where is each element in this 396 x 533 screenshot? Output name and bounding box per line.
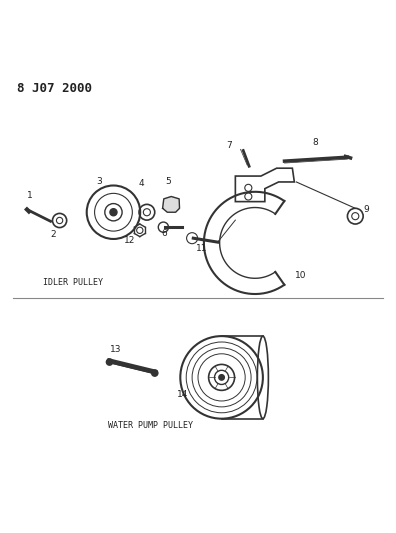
Text: 3: 3 <box>96 177 102 187</box>
Polygon shape <box>163 197 179 212</box>
Text: 1: 1 <box>27 191 32 200</box>
Text: 8 J07 2000: 8 J07 2000 <box>17 82 92 95</box>
Text: 14: 14 <box>177 390 189 399</box>
Circle shape <box>245 184 252 191</box>
Text: 13: 13 <box>110 345 121 354</box>
Circle shape <box>245 193 252 200</box>
Text: 11: 11 <box>196 244 208 253</box>
Text: 8: 8 <box>312 138 318 147</box>
Circle shape <box>107 359 113 365</box>
Circle shape <box>219 375 225 380</box>
Text: IDLER PULLEY: IDLER PULLEY <box>43 278 103 287</box>
Text: 12: 12 <box>124 237 135 245</box>
Text: 5: 5 <box>166 177 171 187</box>
Text: 7: 7 <box>227 141 232 150</box>
Text: 4: 4 <box>138 179 144 188</box>
Text: 9: 9 <box>364 205 369 214</box>
Text: WATER PUMP PULLEY: WATER PUMP PULLEY <box>108 421 192 430</box>
Text: 2: 2 <box>50 230 56 239</box>
Text: 10: 10 <box>295 271 307 280</box>
Circle shape <box>110 209 117 216</box>
Circle shape <box>152 370 158 376</box>
Text: 6: 6 <box>162 229 168 238</box>
Circle shape <box>168 200 175 208</box>
